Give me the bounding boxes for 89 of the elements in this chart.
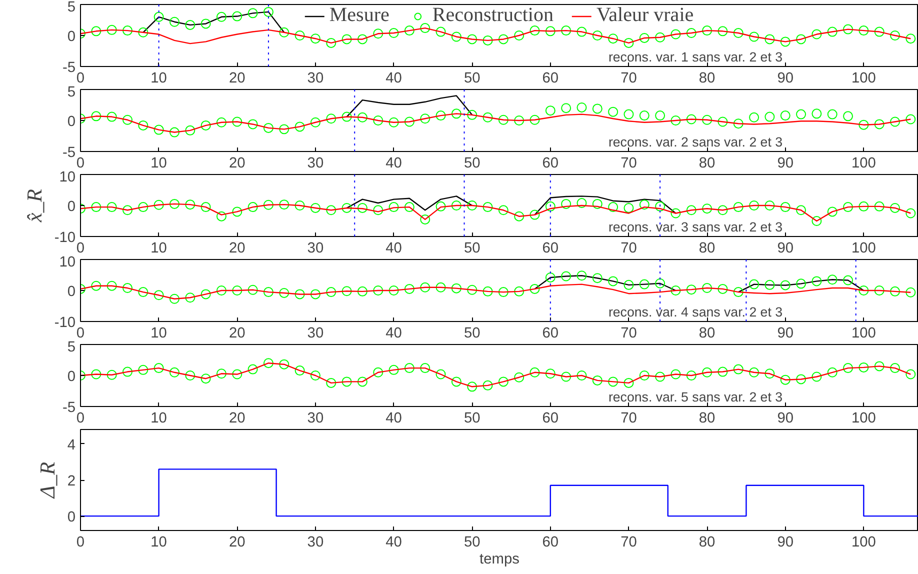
legend-label: Valeur vraie bbox=[596, 4, 694, 27]
x-tick-label: 90 bbox=[777, 410, 794, 426]
legend-label: Mesure bbox=[329, 4, 390, 27]
x-tick-label: 90 bbox=[777, 70, 794, 86]
x-tick-label: 80 bbox=[698, 156, 716, 172]
x-tick-label: 80 bbox=[698, 326, 716, 342]
x-tick-label: 50 bbox=[464, 156, 480, 172]
x-tick-label: 70 bbox=[620, 410, 637, 426]
y-tick-label: 2 bbox=[67, 474, 76, 490]
x-tick-label: 10 bbox=[150, 326, 167, 342]
x-tick-label: 10 bbox=[150, 240, 167, 256]
annotation: recons. var. 4 sans var. 2 et 3 bbox=[608, 304, 783, 320]
x-tick-label: 40 bbox=[386, 156, 402, 172]
x-tick-label: 100 bbox=[851, 156, 876, 172]
y-tick-label: 0 bbox=[67, 114, 76, 130]
annotation: recons. var. 3 sans var. 2 et 3 bbox=[608, 220, 783, 234]
y-tick-label: 0 bbox=[67, 199, 76, 215]
x-tick-label: 90 bbox=[777, 534, 794, 550]
x-tick-label: 20 bbox=[228, 410, 246, 426]
x-tick-label: 20 bbox=[228, 240, 246, 256]
x-tick-label: 20 bbox=[228, 534, 246, 550]
x-tick-label: 100 bbox=[851, 240, 876, 256]
x-tick-label: 40 bbox=[386, 410, 402, 426]
x-tick-label: 60 bbox=[542, 326, 559, 342]
x-tick-label: 30 bbox=[307, 156, 324, 172]
x-tick-label: 70 bbox=[620, 534, 637, 550]
x-tick-label: 100 bbox=[851, 326, 876, 342]
x-tick-label: 10 bbox=[150, 410, 167, 426]
x-tick-label: 70 bbox=[620, 326, 637, 342]
x-tick-label: 70 bbox=[620, 156, 637, 172]
x-tick-label: 60 bbox=[542, 70, 559, 86]
y-tick-label: 0 bbox=[67, 510, 76, 526]
y-axis-title: x̂_R bbox=[22, 188, 46, 224]
x-tick-label: 10 bbox=[150, 156, 167, 172]
y-tick-label: -5 bbox=[62, 60, 76, 76]
y-axis-title: Δ_R bbox=[35, 462, 60, 500]
x-tick-label: 70 bbox=[620, 70, 637, 86]
x-tick-label: 90 bbox=[777, 240, 794, 256]
x-tick-label: 100 bbox=[851, 534, 876, 550]
x-tick-label: 80 bbox=[698, 70, 716, 86]
x-tick-label: 30 bbox=[307, 326, 324, 342]
y-tick-label: 5 bbox=[67, 340, 76, 356]
annotation: recons. var. 5 sans var. 2 et 3 bbox=[608, 390, 783, 404]
y-tick-label: -10 bbox=[54, 230, 76, 246]
y-tick-label: -5 bbox=[62, 145, 76, 161]
x-tick-label: 20 bbox=[228, 156, 246, 172]
x-tick-label: 80 bbox=[698, 240, 716, 256]
x-tick-label: 30 bbox=[307, 534, 324, 550]
x-tick-label: 50 bbox=[464, 326, 480, 342]
x-tick-label: 80 bbox=[698, 410, 716, 426]
x-tick-label: 90 bbox=[777, 156, 794, 172]
y-tick-label: 4 bbox=[67, 437, 76, 454]
x-tick-label: 20 bbox=[228, 70, 246, 86]
x-tick-label: 30 bbox=[307, 410, 324, 426]
x-tick-label: 10 bbox=[150, 534, 167, 550]
x-tick-label: 50 bbox=[464, 410, 480, 426]
x-tick-label: 60 bbox=[542, 534, 559, 550]
y-tick-label: 0 bbox=[67, 284, 76, 300]
x-tick-label: 50 bbox=[464, 70, 480, 86]
legend-label: Reconstruction bbox=[432, 4, 554, 27]
x-tick-label: 90 bbox=[777, 326, 794, 342]
y-tick-label: 0 bbox=[67, 369, 76, 385]
x-tick-label: 40 bbox=[386, 240, 402, 256]
x-axis-title: temps bbox=[480, 552, 520, 568]
x-tick-label: 60 bbox=[542, 410, 559, 426]
x-tick-label: 50 bbox=[464, 534, 480, 550]
y-tick-label: 10 bbox=[59, 170, 76, 186]
x-tick-label: 60 bbox=[542, 240, 559, 256]
y-tick-label: -5 bbox=[62, 400, 76, 416]
x-tick-label: 40 bbox=[386, 326, 402, 342]
x-tick-label: 20 bbox=[228, 326, 246, 342]
x-tick-label: 10 bbox=[150, 70, 167, 86]
x-tick-label: 80 bbox=[698, 534, 716, 550]
y-tick-label: 5 bbox=[67, 84, 76, 100]
x-tick-label: 30 bbox=[307, 70, 324, 86]
x-tick-label: 40 bbox=[386, 70, 402, 86]
x-tick-label: 50 bbox=[464, 240, 480, 256]
y-tick-label: 5 bbox=[67, 0, 76, 16]
y-tick-label: 0 bbox=[67, 29, 76, 45]
y-tick-label: 10 bbox=[59, 254, 76, 270]
annotation: recons. var. 2 sans var. 2 et 3 bbox=[608, 134, 783, 150]
x-tick-label: 60 bbox=[542, 156, 559, 172]
y-tick-label: -10 bbox=[54, 315, 76, 331]
x-tick-label: 30 bbox=[307, 240, 324, 256]
annotation: recons. var. 1 sans var. 2 et 3 bbox=[608, 50, 783, 64]
x-tick-label: 100 bbox=[851, 410, 876, 426]
x-tick-label: 70 bbox=[620, 240, 637, 256]
x-tick-label: 100 bbox=[851, 70, 876, 86]
x-tick-label: 40 bbox=[386, 534, 402, 550]
